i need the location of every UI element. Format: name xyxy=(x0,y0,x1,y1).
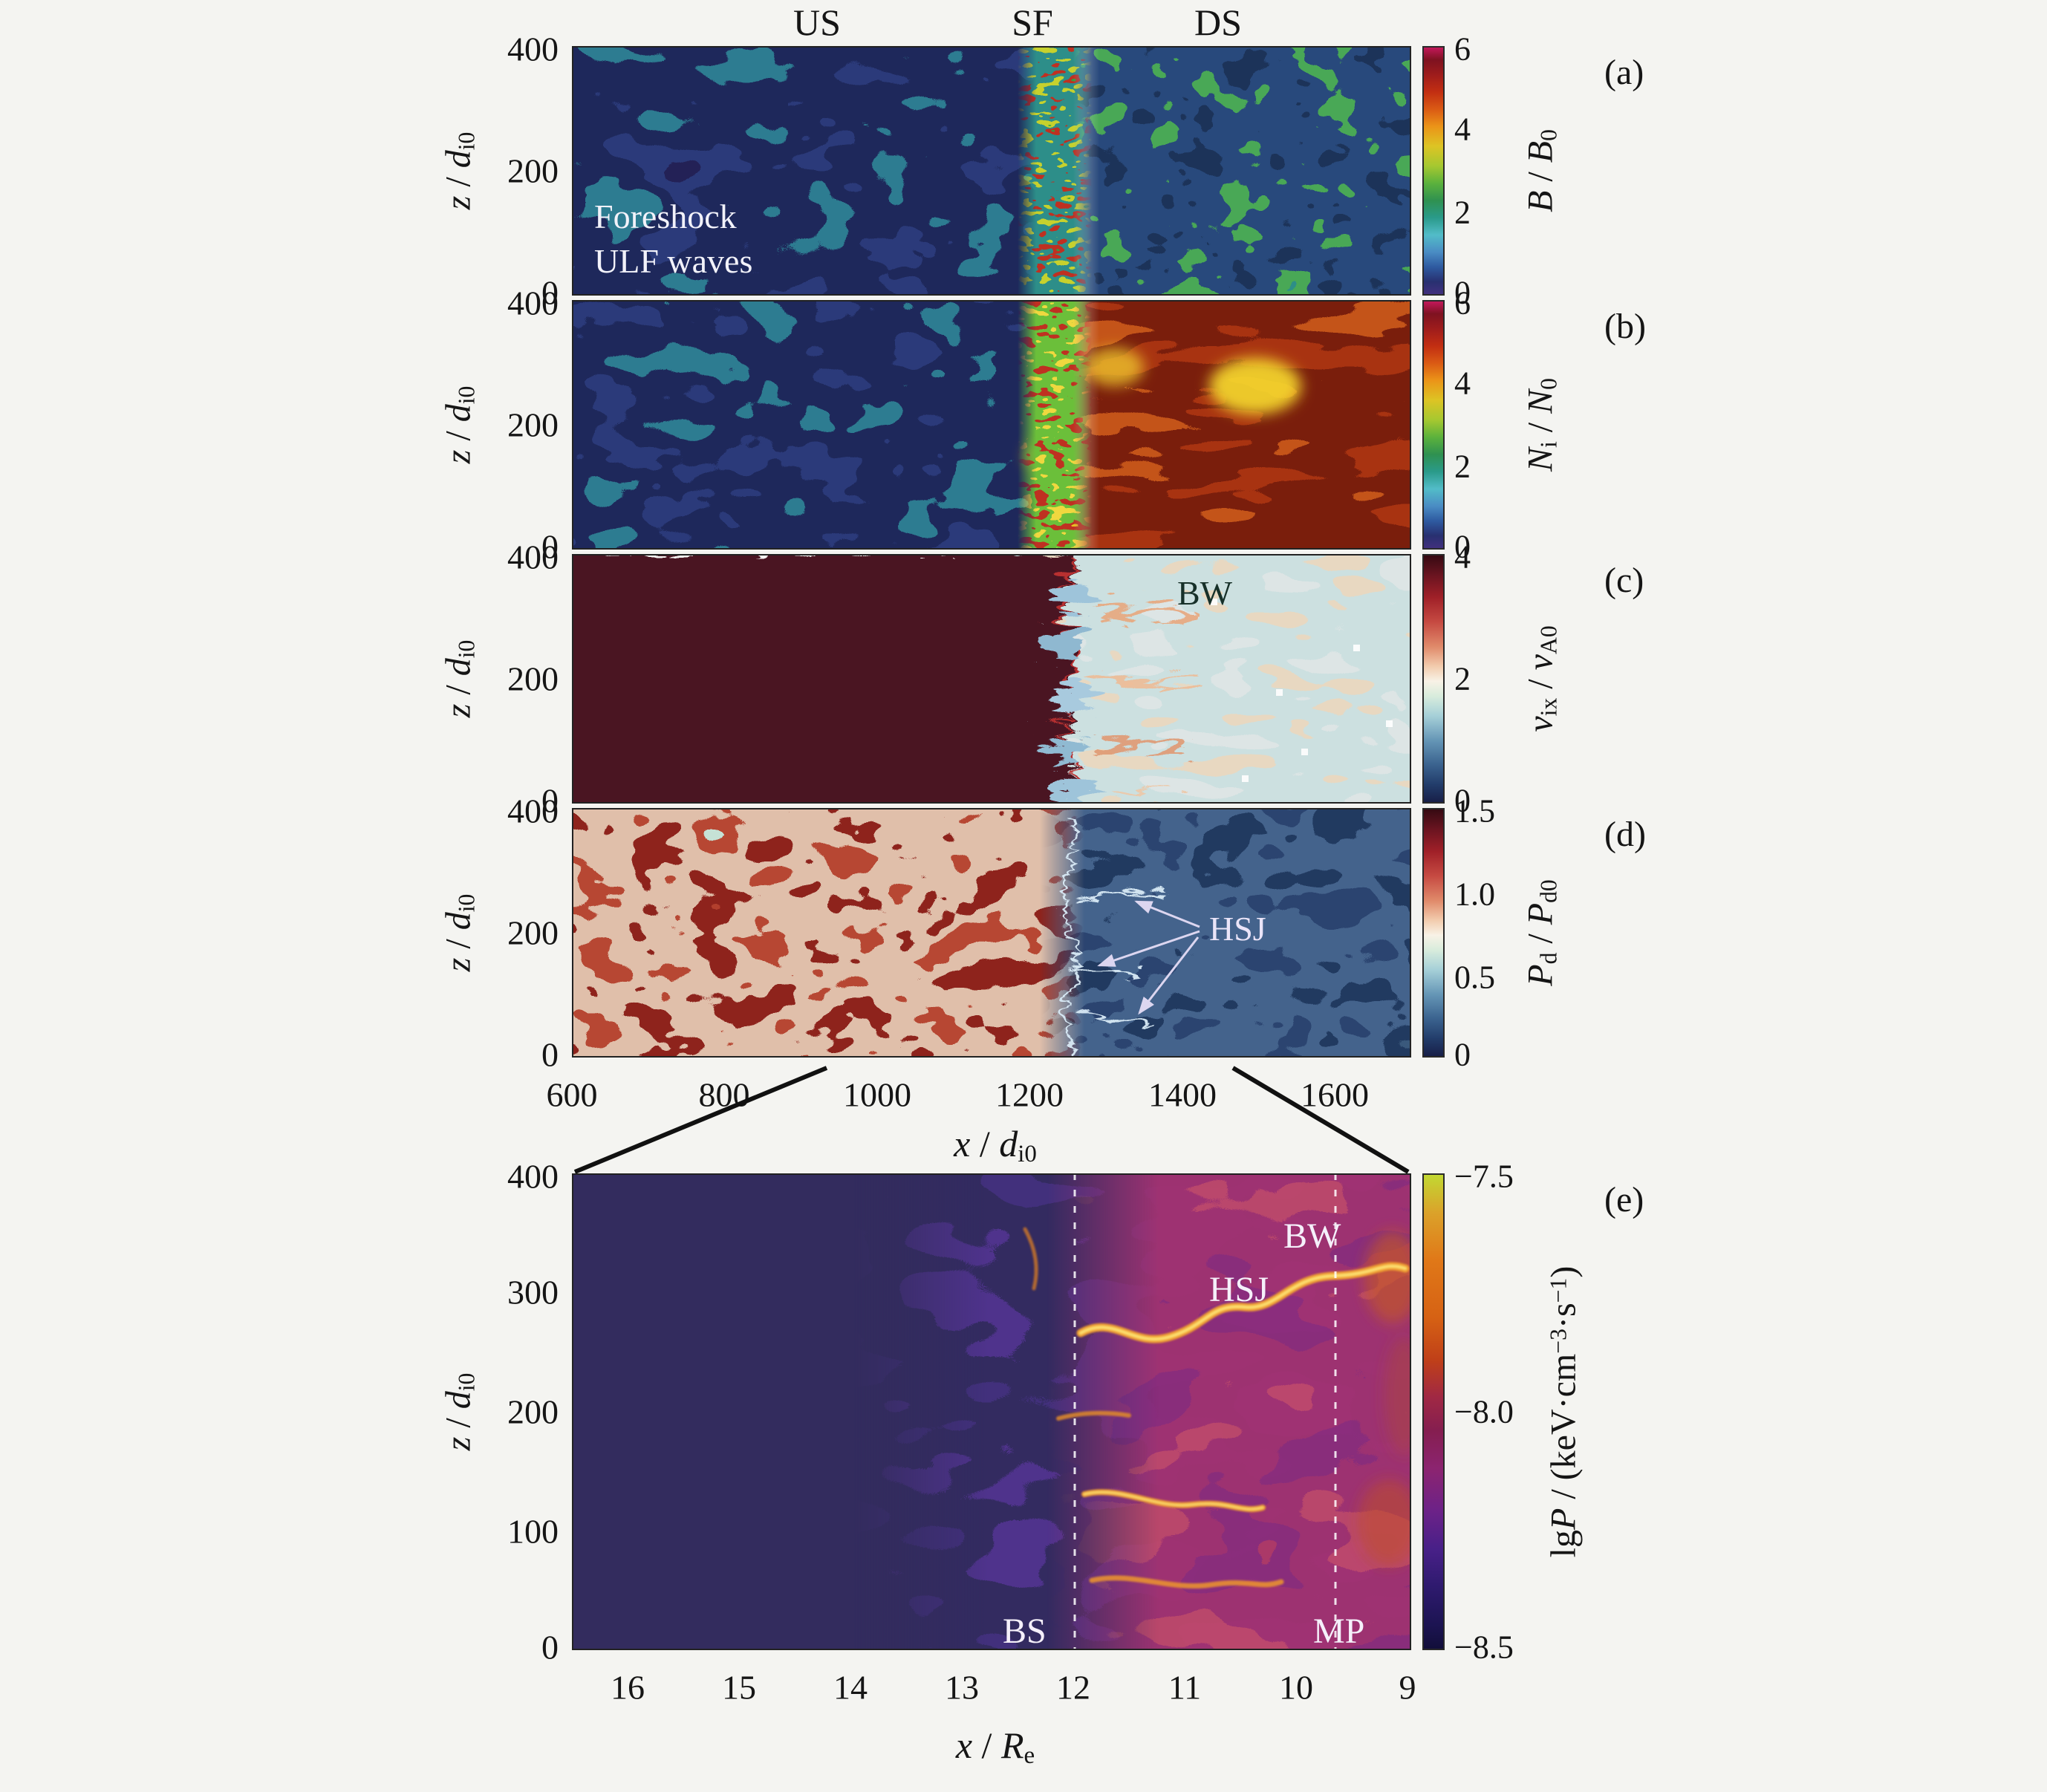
xtick-1400: 1400 xyxy=(1148,1075,1217,1114)
panel-a-ytick-400: 400 xyxy=(507,30,559,68)
panel-a-ytick-0: 0 xyxy=(541,273,559,312)
panel-b-yaxis-label: z / di0 xyxy=(438,385,480,464)
region-label-us: US xyxy=(793,1,841,43)
xtick-1600: 1600 xyxy=(1301,1075,1369,1114)
annotation-foreshock-line1: Foreshock xyxy=(594,198,737,235)
panel-d-cbtick-0: 0 xyxy=(1454,1036,1471,1073)
panel-b-cbtick-6: 6 xyxy=(1454,284,1471,322)
panel-d-heatmap: HSJ xyxy=(572,808,1411,1058)
panel-e-ytick-0: 0 xyxy=(541,1628,559,1666)
panel-c-yaxis-label: z / di0 xyxy=(438,639,480,718)
panel-e-xtick-12: 12 xyxy=(1056,1668,1090,1707)
panel-a-yaxis-label: z / di0 xyxy=(438,131,480,210)
annotation-foreshock-line2: ULF waves xyxy=(594,242,752,280)
panel-a-cbtick-2: 2 xyxy=(1454,194,1471,231)
panel-e-colorbar-label: lgP / (keV·cm−3·s−1) xyxy=(1543,1265,1584,1558)
xtick-600: 600 xyxy=(546,1075,598,1114)
annotation-bs: BS xyxy=(1003,1612,1047,1650)
panel-e-ytick-200: 200 xyxy=(507,1392,559,1431)
panel-e-xtick-16: 16 xyxy=(611,1668,645,1707)
panel-e-heatmap: BW HSJ BS MP xyxy=(572,1173,1411,1650)
panel-a-colorbar xyxy=(1422,46,1445,296)
panel-b-ytick-400: 400 xyxy=(507,284,559,322)
hsj-filaments xyxy=(1023,1227,1410,1589)
panel-d-colorbar-label: Pd / Pd0 xyxy=(1520,879,1562,986)
panel-c-ytick-400: 400 xyxy=(507,538,559,576)
panel-d-ytick-0: 0 xyxy=(541,1035,559,1074)
panel-e-xtick-11: 11 xyxy=(1168,1668,1202,1707)
xtick-1200: 1200 xyxy=(995,1075,1064,1114)
panel-a-ytick-200: 200 xyxy=(507,151,559,190)
panel-e-xtick-15: 15 xyxy=(722,1668,756,1707)
panel-a-letter: (a) xyxy=(1604,53,1644,92)
panel-d-colorbar xyxy=(1422,808,1445,1058)
panel-d-letter: (d) xyxy=(1604,815,1646,854)
annotation-mp: MP xyxy=(1313,1612,1364,1650)
panel-e-letter: (e) xyxy=(1604,1180,1644,1219)
annotation-bw-panel-e: BW xyxy=(1283,1216,1341,1256)
panel-c-ytick-200: 200 xyxy=(507,659,559,698)
panel-e-ytick-400: 400 xyxy=(507,1157,559,1196)
panel-c-heatmap: BW xyxy=(572,554,1411,804)
panel-d-cbtick-1_0: 1.0 xyxy=(1454,876,1495,913)
panel-b-ytick-0: 0 xyxy=(541,527,559,566)
panel-a-heatmap: Foreshock ULF waves xyxy=(572,46,1411,296)
xaxis-label-di0: x / di0 xyxy=(954,1123,1037,1167)
panel-a-colorbar-label: B / B0 xyxy=(1520,129,1562,212)
panel-e-xtick-9: 9 xyxy=(1399,1668,1416,1707)
panel-b-ytick-200: 200 xyxy=(507,405,559,444)
panel-b-cbtick-4: 4 xyxy=(1454,365,1471,402)
panel-e-yaxis-label: z / di0 xyxy=(438,1372,480,1451)
panel-d-yaxis-label: z / di0 xyxy=(438,893,480,972)
annotation-hsj-panel-d: HSJ xyxy=(1209,910,1266,948)
panel-e-colorbar xyxy=(1422,1173,1445,1650)
panel-e-xtick-14: 14 xyxy=(833,1668,868,1707)
zoom-connector-lines xyxy=(573,1066,1410,1174)
panel-e-ytick-300: 300 xyxy=(507,1273,559,1312)
panel-b-letter: (b) xyxy=(1604,307,1646,346)
panel-d-ytick-400: 400 xyxy=(507,792,559,830)
hsj-arrows xyxy=(1097,900,1200,1015)
panel-c-letter: (c) xyxy=(1604,561,1644,600)
xtick-1000: 1000 xyxy=(843,1075,911,1114)
panel-a-cbtick-6: 6 xyxy=(1454,30,1471,68)
panel-d-ytick-200: 200 xyxy=(507,913,559,952)
panel-b-cbtick-2: 2 xyxy=(1454,448,1471,485)
panel-e-cbtick-m75: −7.5 xyxy=(1454,1158,1514,1195)
panel-c-cbtick-0: 0 xyxy=(1454,782,1471,819)
panel-b-cbtick-0: 0 xyxy=(1454,528,1471,565)
panel-e-cbtick-m80: −8.0 xyxy=(1454,1393,1514,1430)
panel-e-xtick-10: 10 xyxy=(1279,1668,1313,1707)
dropout-pixels xyxy=(1211,599,1393,782)
panel-c-colorbar xyxy=(1422,554,1445,804)
orange-flux-patches xyxy=(1358,1231,1411,1565)
region-label-ds: DS xyxy=(1194,1,1242,43)
xaxis-label-re: x / Re xyxy=(955,1724,1035,1769)
panel-d-cbtick-1_5: 1.5 xyxy=(1454,792,1495,830)
annotation-hsj-panel-e: HSJ xyxy=(1209,1270,1269,1309)
panel-a-cbtick-4: 4 xyxy=(1454,111,1471,148)
panel-b-colorbar-label: Ni / N0 xyxy=(1520,377,1562,472)
xtick-800: 800 xyxy=(698,1075,750,1114)
panel-b-colorbar xyxy=(1422,300,1445,550)
boundary-dashed-lines xyxy=(1073,1173,1337,1650)
panel-a-cbtick-0: 0 xyxy=(1454,274,1471,311)
panel-c-colorbar-label: vix / vA0 xyxy=(1520,625,1562,732)
panel-e-cbtick-m85: −8.5 xyxy=(1454,1629,1514,1666)
panel-b-heatmap xyxy=(572,300,1411,550)
panel-c-cbtick-4: 4 xyxy=(1454,538,1471,576)
panel-c-ytick-0: 0 xyxy=(541,781,559,820)
panel-c-cbtick-2: 2 xyxy=(1454,660,1471,697)
annotation-bw-panel-c: BW xyxy=(1177,574,1233,612)
panel-d-cbtick-0_5: 0.5 xyxy=(1454,959,1495,996)
region-label-sf: SF xyxy=(1012,1,1053,43)
panel-e-xtick-13: 13 xyxy=(945,1668,979,1707)
panel-e-ytick-100: 100 xyxy=(507,1512,559,1551)
